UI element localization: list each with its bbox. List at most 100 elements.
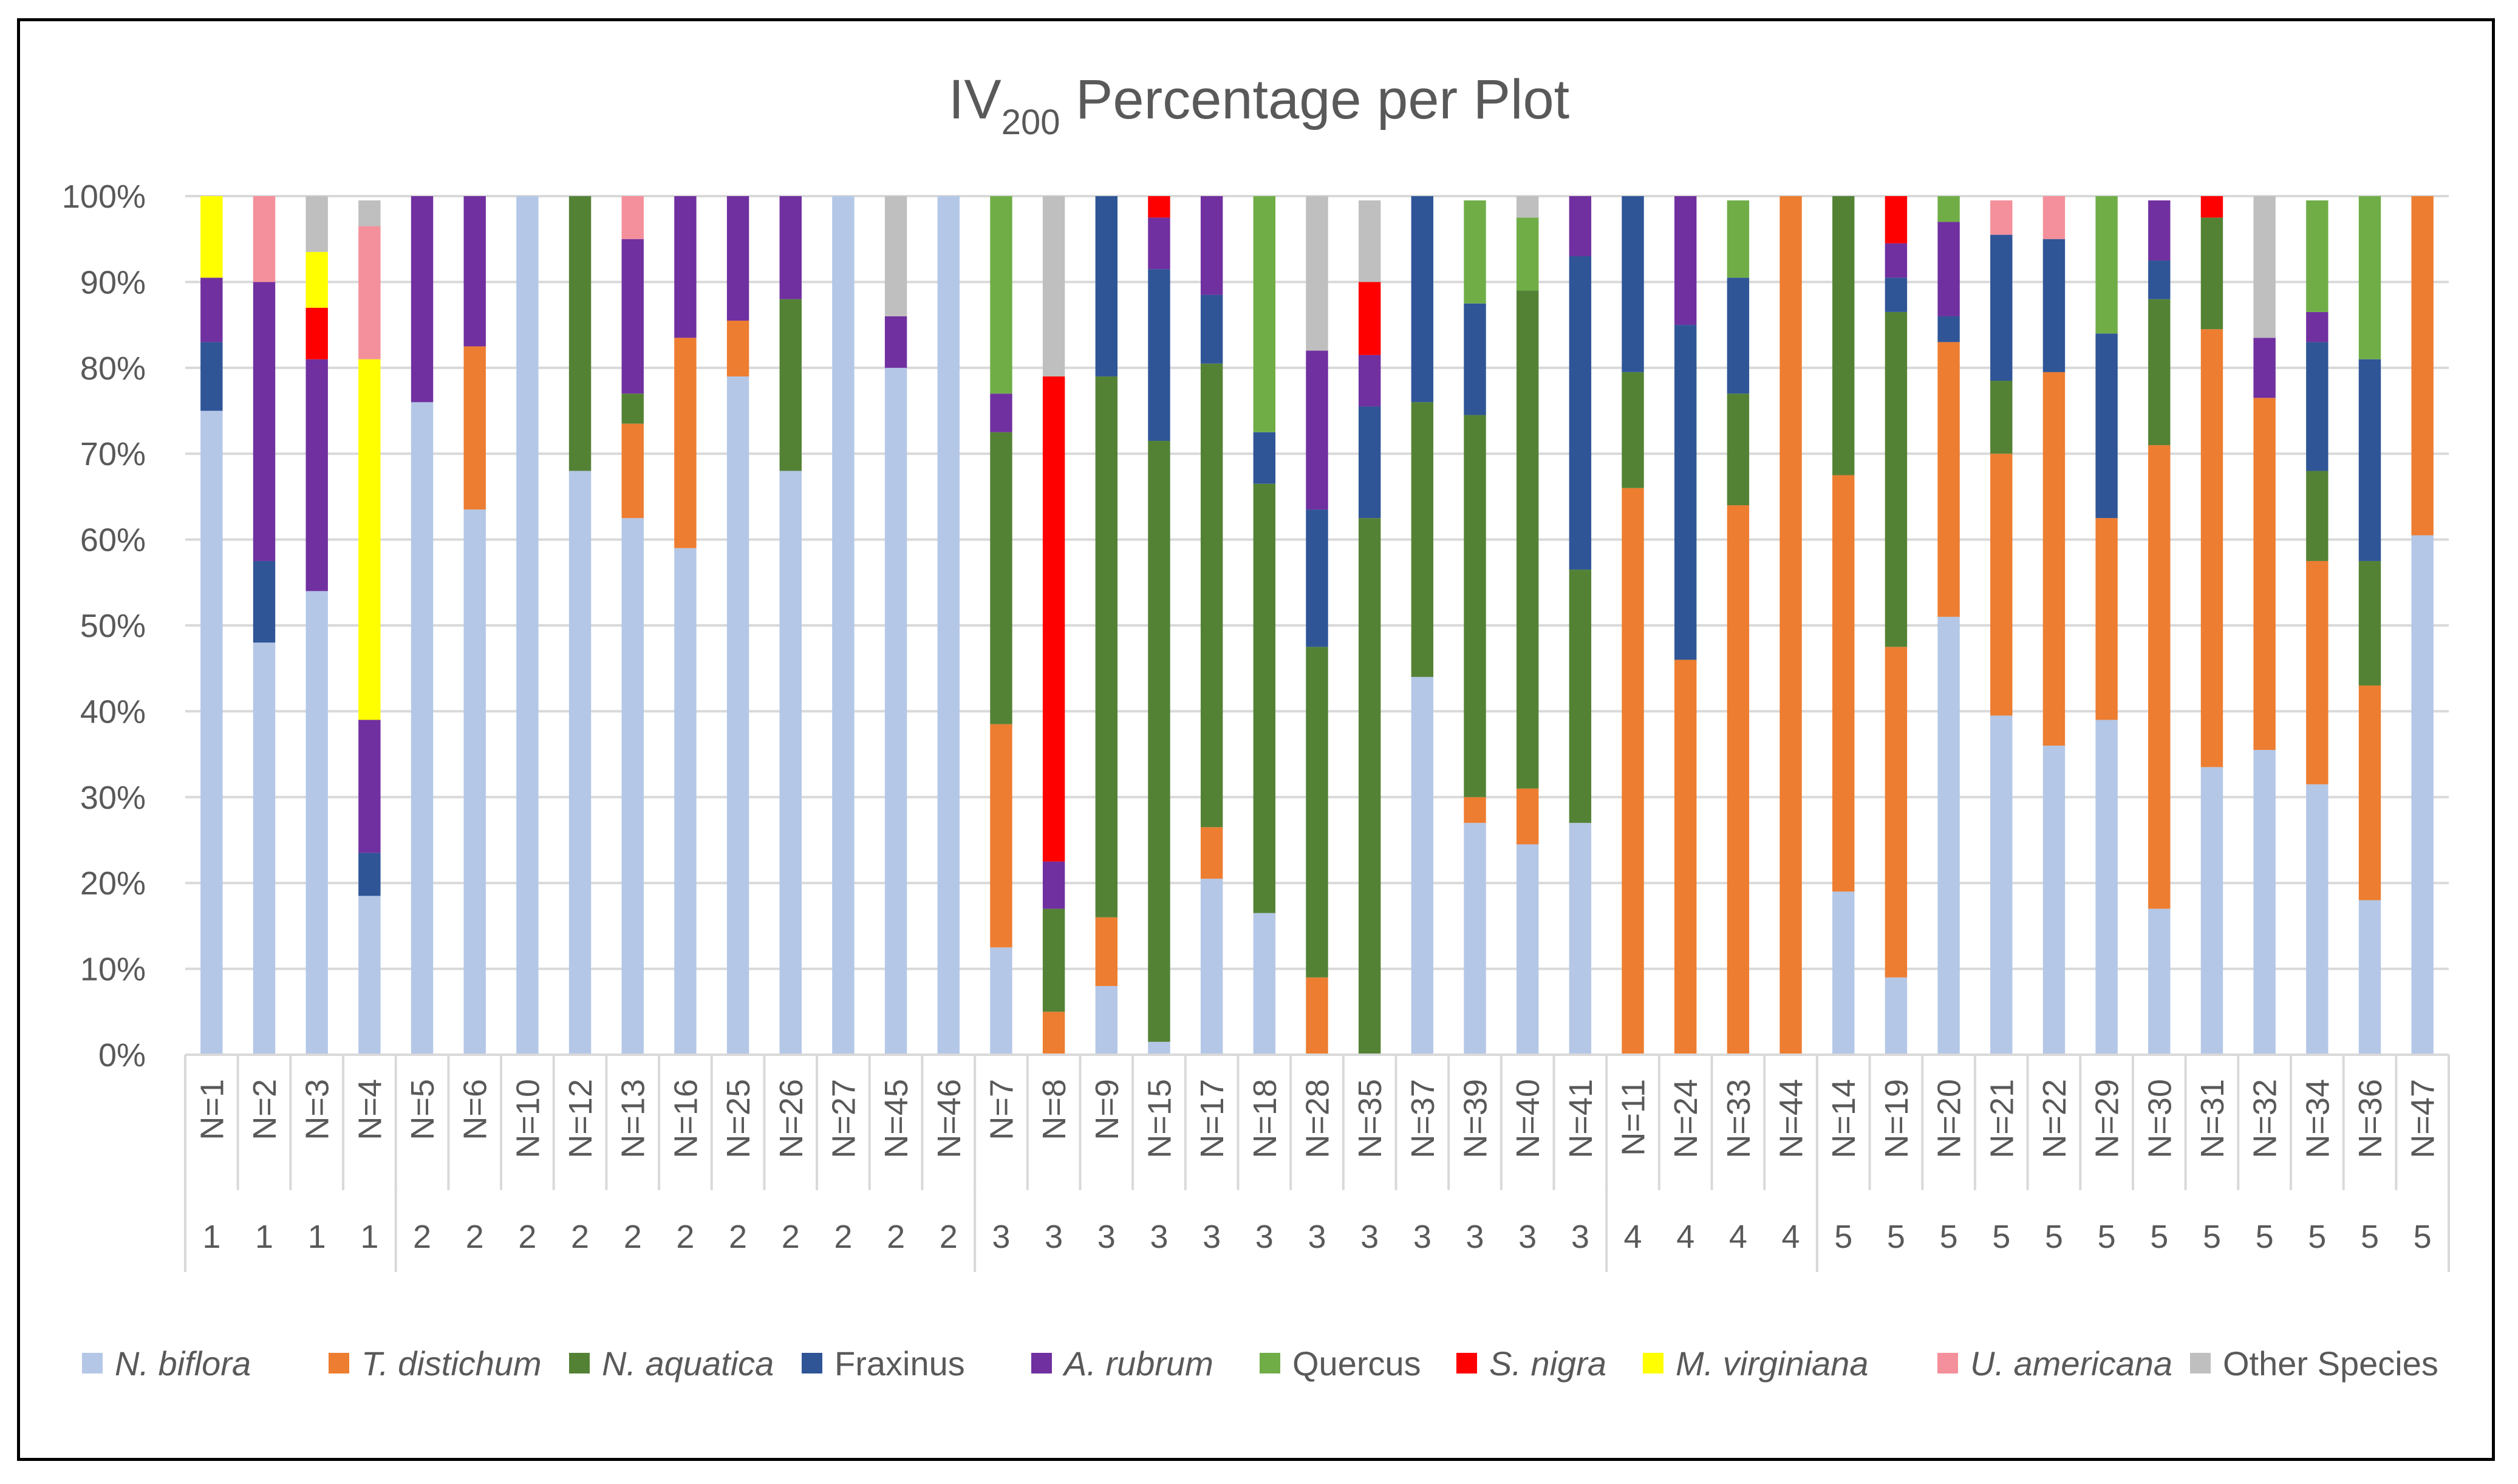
group-label: 5 [2098,1219,2116,1255]
legend-swatch [1031,1353,1052,1373]
group-label: 5 [1940,1219,1958,1255]
legend-swatch [329,1353,349,1373]
bar-segment [2253,196,2276,338]
bar-segment [2148,260,2171,299]
bar-stack [1516,196,1539,1055]
legend-item: Quercus [1260,1344,1421,1383]
y-tick-label: 10% [80,951,146,988]
bar-segment [674,196,697,338]
legend-swatch [1937,1353,1958,1373]
bar-stack [1779,196,1802,1055]
bar-segment [2253,750,2276,1055]
bar-stack [2095,196,2118,1055]
bar-segment [726,321,749,376]
group-label: 5 [1887,1219,1905,1255]
bar-stack [832,196,855,1055]
y-tick-label: 90% [80,264,146,301]
bar-segment [358,853,381,896]
bar-segment [1516,844,1539,1055]
category-label: N=33 [1721,1079,1757,1159]
group-label: 3 [1465,1219,1484,1255]
bar-segment [1042,196,1065,376]
category-label: N=39 [1458,1079,1494,1159]
bar-segment [2306,784,2329,1055]
bar-segment [1411,402,1434,677]
y-tick-label: 70% [80,436,146,472]
bar-segment [305,196,328,252]
bar-segment [1885,196,1908,243]
category-label: N=28 [1300,1079,1336,1159]
bar-segment [2095,720,2118,1055]
bar-segment [1727,393,1750,506]
bar-segment [1095,376,1118,917]
bar-segment [568,471,592,1055]
bar-segment [1042,1012,1065,1055]
category-label: N=6 [457,1079,494,1140]
bar-segment [1727,200,1750,278]
bar-segment [1253,913,1276,1055]
bar-segment [1937,616,1960,1055]
group-label: 1 [255,1219,273,1255]
bar-segment [1516,290,1539,789]
bar-segment [726,196,749,321]
legend-label: M. virginiana [1676,1344,1868,1383]
category-label: N=34 [2299,1079,2336,1159]
bar-segment [200,196,223,278]
category-label: N=8 [1036,1079,1073,1140]
bar-segment [1358,406,1381,519]
category-label: N=13 [615,1079,652,1159]
category-label: N=17 [1194,1079,1230,1159]
bar-segment [411,402,434,1055]
bar-segment [2148,908,2171,1055]
title-prefix: IV [949,69,1001,131]
bar-stack [2253,196,2276,1055]
bar-stack [253,196,276,1055]
legend-item: A. rubrum [1031,1344,1213,1383]
bar-segment [832,196,855,1055]
bar-segment [1148,269,1170,441]
bar-segment [1622,372,1644,488]
legend-item: N. biflora [82,1344,251,1383]
category-label: N=2 [247,1079,283,1140]
bar-segment [1411,676,1434,1055]
chart-title: IV200 Percentage per Plot [949,69,1569,142]
bar-segment [1200,827,1223,879]
bar-stack [1885,196,1908,1055]
bar-segment [1885,647,1908,978]
legend-swatch [1260,1353,1280,1373]
bar-segment [884,196,907,316]
bar-segment [1042,861,1065,909]
y-tick-label: 40% [80,693,146,730]
legend-label: S. nigra [1489,1344,1606,1383]
group-label: 3 [1255,1219,1274,1255]
bar-segment [1516,217,1539,291]
bar-segment [1253,483,1276,913]
bar-segment [1885,243,1908,278]
bar-segment [1358,282,1381,355]
bar-segment [411,196,434,403]
y-tick-label: 30% [80,780,146,816]
bar-segment [1937,342,1960,617]
bar-segment [674,548,697,1055]
bar-stack [1306,196,1328,1055]
bar-stack [2411,196,2434,1055]
bar-segment [621,423,644,519]
bar-segment [1358,355,1381,407]
bar-segment [621,518,644,1055]
legend-swatch [802,1353,822,1373]
bar-segment [1674,659,1697,1055]
category-label: N=15 [1141,1079,1178,1159]
y-tick-label: 80% [80,350,146,387]
group-label: 3 [1150,1219,1168,1255]
bar-segment [1569,256,1592,570]
group-label: 2 [466,1219,484,1255]
legend-label: T. distichum [361,1344,542,1383]
group-label: 3 [1518,1219,1537,1255]
category-label: N=46 [931,1079,967,1159]
bar-segment [1306,977,1328,1055]
bar-segment [1148,217,1170,270]
bar-segment [305,251,328,308]
x-axis: N=11N=21N=31N=41N=52N=62N=102N=122N=132N… [184,1053,2450,1272]
category-label: N=31 [2194,1079,2231,1159]
